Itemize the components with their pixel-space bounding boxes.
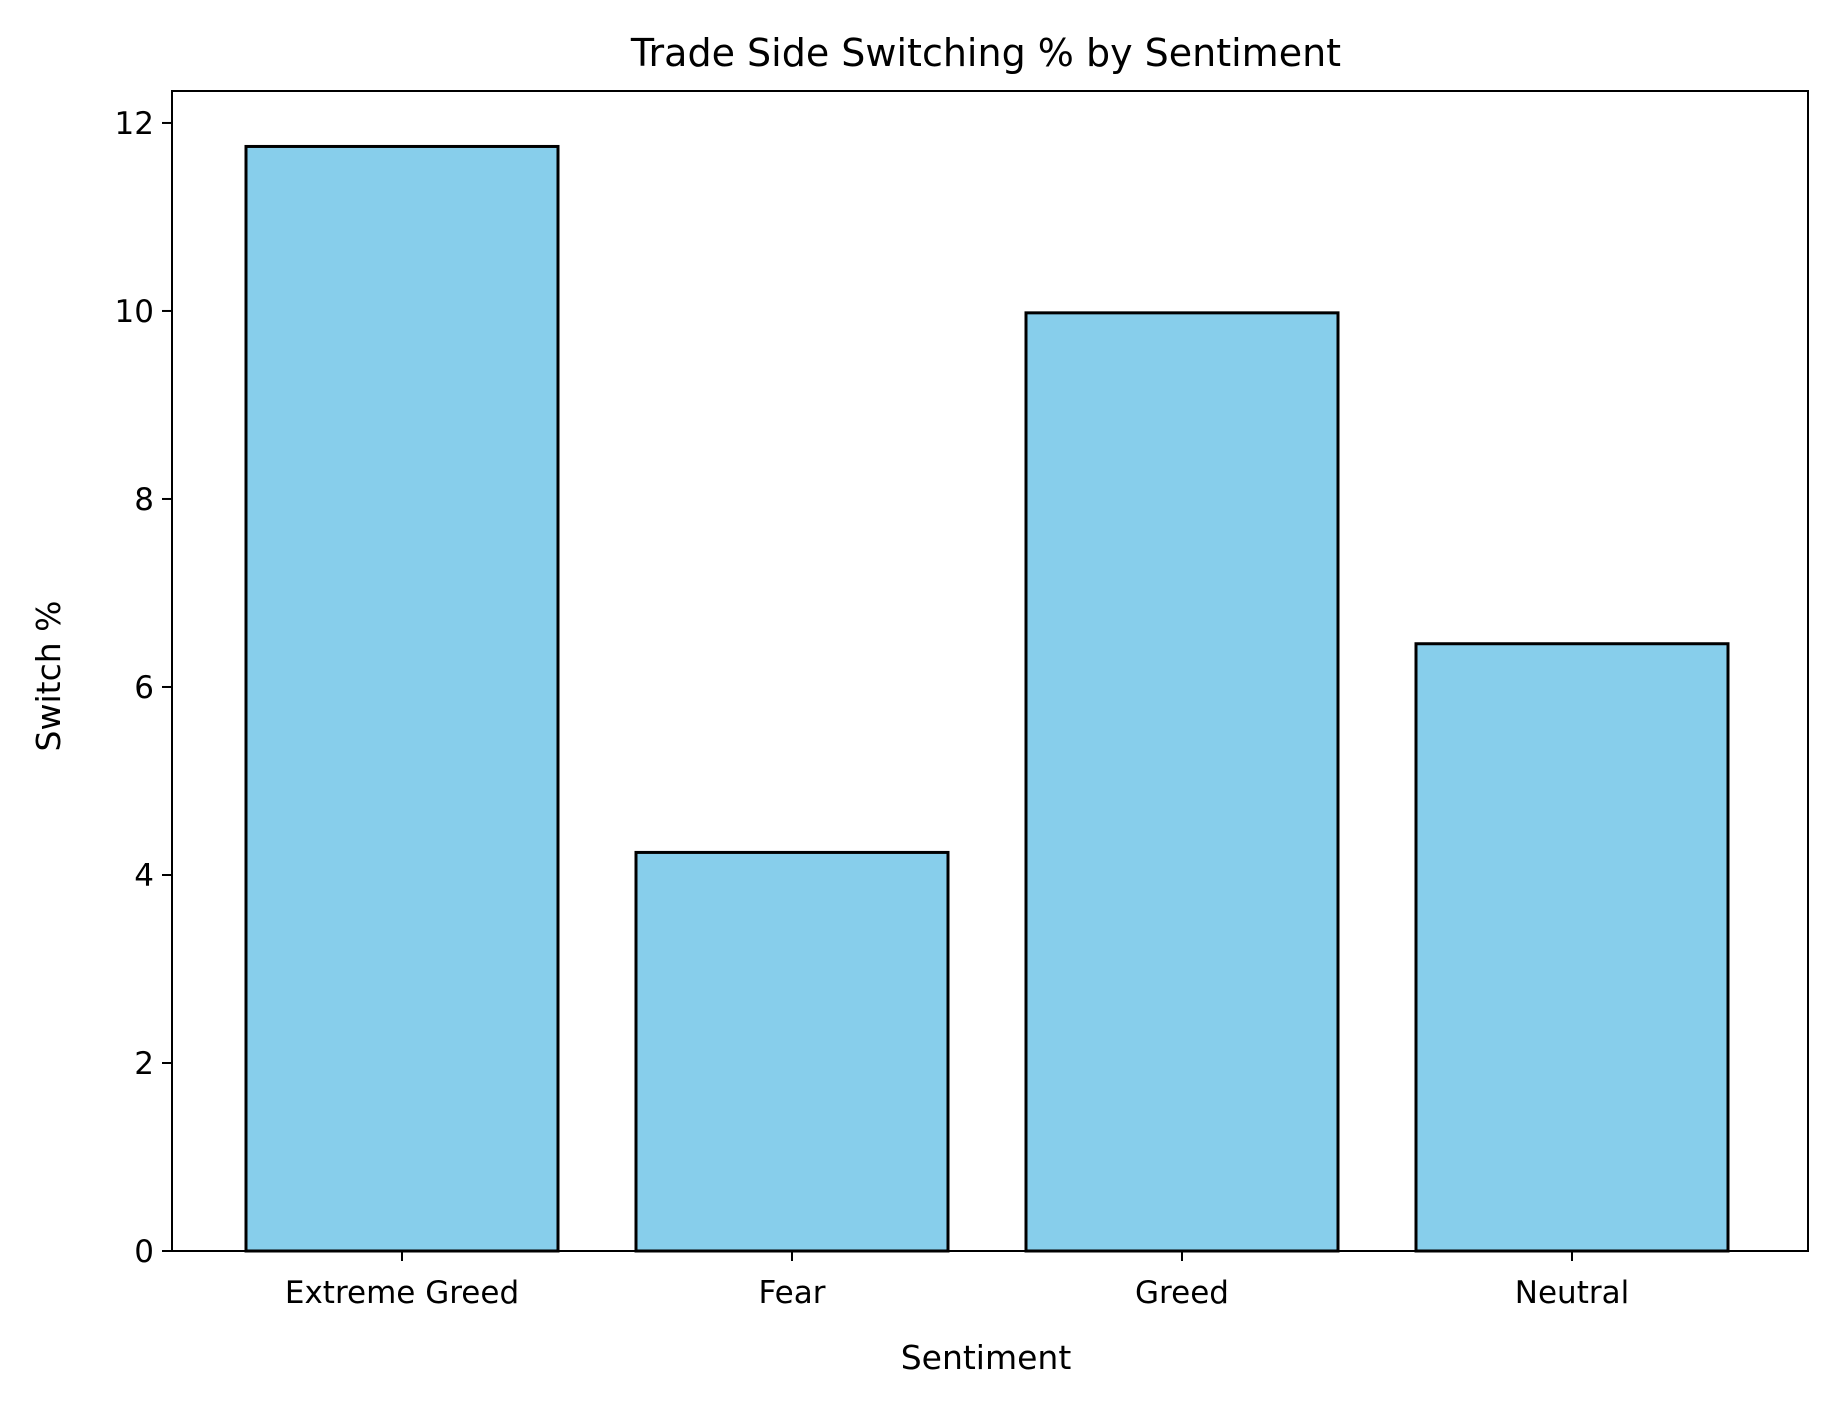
plot-area-frame: [171, 90, 1809, 1252]
y-axis-label: Switch %: [29, 601, 68, 752]
bar-extreme-greed: [244, 144, 560, 1253]
x-tick-label: Extreme Greed: [285, 1275, 519, 1311]
x-axis-label: Sentiment: [901, 1338, 1072, 1377]
y-tick-label: 8: [134, 482, 154, 518]
x-tick-label: Greed: [1135, 1275, 1229, 1311]
y-axis-ticks: 0 2 4 6 8 10 12: [115, 106, 172, 1270]
y-tick-label: 6: [134, 670, 154, 706]
bar-greed: [1024, 311, 1340, 1253]
chart-title: Trade Side Switching % by Sentiment: [630, 31, 1341, 75]
y-tick-label: 2: [134, 1046, 154, 1082]
bars-group: [244, 144, 1730, 1253]
y-tick-label: 0: [134, 1234, 154, 1270]
y-tick-label: 12: [115, 106, 154, 142]
y-tick-label: 4: [134, 858, 154, 894]
x-axis-ticks: Extreme Greed Fear Greed Neutral: [285, 1251, 1629, 1311]
bar-neutral: [1414, 642, 1730, 1253]
x-tick-label: Fear: [759, 1275, 826, 1311]
x-tick-label: Neutral: [1515, 1275, 1629, 1311]
bar-fear: [634, 850, 950, 1253]
y-tick-label: 10: [115, 294, 154, 330]
